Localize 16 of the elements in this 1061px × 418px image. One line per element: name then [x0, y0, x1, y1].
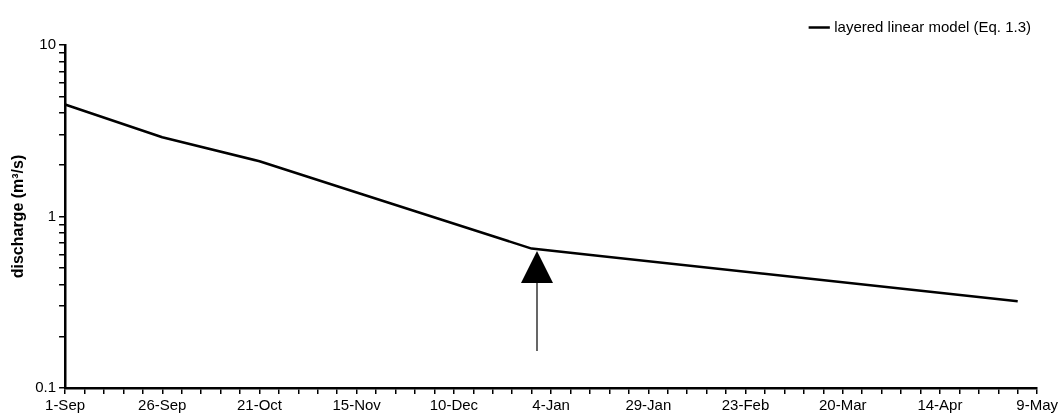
y-axis-title: discharge (m³/s)	[9, 154, 27, 279]
y-tick-label: 1	[47, 206, 57, 224]
x-tick-label: 23-Feb	[721, 396, 770, 414]
x-tick-label: 21-Oct	[236, 396, 283, 414]
x-tick-label: 9-May	[1016, 396, 1059, 414]
legend-label: layered linear model (Eq. 1.3)	[834, 17, 1031, 35]
x-tick-label: 26-Sep	[138, 396, 187, 414]
y-tick-label: 0.1	[35, 378, 57, 396]
y-tick-label: 10	[39, 35, 57, 53]
x-tick-label: 4-Jan	[532, 396, 570, 414]
x-tick-label: 20-Mar	[818, 396, 867, 414]
x-tick-label: 1-Sep	[45, 396, 86, 414]
x-tick-label: 15-Nov	[332, 396, 382, 414]
x-tick-label: 29-Jan	[625, 396, 672, 414]
x-tick-label: 10-Dec	[429, 396, 479, 414]
x-tick-label: 14-Apr	[917, 396, 963, 414]
